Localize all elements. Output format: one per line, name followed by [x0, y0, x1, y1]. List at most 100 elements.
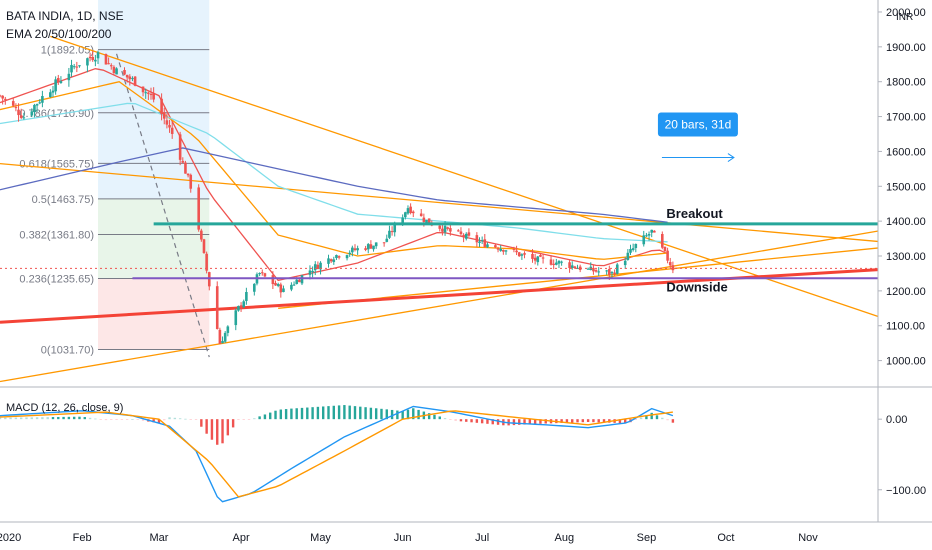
- candle-body: [539, 254, 542, 257]
- macd-histogram-bar: [512, 419, 516, 426]
- macd-histogram-bar: [560, 419, 563, 423]
- candle-body: [202, 239, 206, 253]
- candle-body: [218, 329, 222, 344]
- macd-histogram-bar: [639, 417, 643, 420]
- date-range-box[interactable]: [657, 112, 738, 137]
- candle-body: [125, 74, 129, 78]
- candle-body: [631, 248, 635, 250]
- candle-body: [443, 225, 447, 233]
- candle-body: [205, 253, 208, 271]
- candle-body: [517, 252, 521, 257]
- candle-body: [41, 96, 44, 103]
- macd-histogram-bar: [666, 419, 669, 421]
- candle-body: [51, 90, 55, 93]
- macd-histogram-bar: [671, 419, 675, 423]
- candle-body: [33, 104, 36, 113]
- candle-body: [356, 248, 359, 251]
- candle-body: [337, 256, 341, 258]
- macd-histogram-bar: [258, 416, 261, 420]
- candle-body: [608, 269, 611, 275]
- candle-body: [502, 249, 505, 252]
- candle-body: [178, 134, 182, 160]
- candle-body: [623, 260, 627, 266]
- candle-body: [67, 73, 71, 81]
- candle-body: [496, 248, 500, 250]
- x-tick-label: Feb: [73, 532, 92, 544]
- macd-histogram-bar: [51, 417, 55, 420]
- candle-body: [123, 70, 126, 75]
- candle-body: [372, 245, 375, 250]
- macd-histogram-bar: [602, 419, 606, 423]
- candle-body: [441, 228, 444, 232]
- candle-body: [629, 249, 632, 253]
- candle-body: [54, 79, 57, 92]
- candle-body: [181, 160, 185, 163]
- candle-body: [292, 284, 296, 286]
- trendline[interactable]: [0, 162, 885, 243]
- fib-trend-line: [115, 53, 210, 358]
- macd-histogram-bar: [523, 419, 526, 425]
- candle-body: [605, 270, 608, 272]
- ema-line: [0, 80, 668, 260]
- candle-body: [549, 259, 553, 265]
- candle-body: [59, 81, 63, 83]
- candle-body: [152, 93, 155, 100]
- candle-body: [56, 78, 60, 82]
- candle-body: [260, 272, 264, 274]
- candle-body: [568, 262, 571, 268]
- candle-body: [109, 65, 113, 67]
- macd-y-tick-label: 0.00: [886, 414, 907, 426]
- macd-histogram-bar: [369, 407, 373, 420]
- x-tick-label: Sep: [637, 532, 657, 544]
- candle-body: [147, 92, 150, 94]
- candle-body: [30, 111, 34, 116]
- trendline[interactable]: [0, 229, 885, 383]
- macd-histogram-bar: [247, 419, 251, 420]
- candle-body: [104, 54, 108, 65]
- candle-body: [107, 63, 110, 65]
- candle-body: [308, 270, 312, 275]
- macd-histogram-bar: [14, 417, 18, 420]
- macd-histogram-bar: [226, 419, 230, 436]
- candle-body: [663, 246, 667, 252]
- candle-body: [364, 248, 367, 250]
- macd-histogram-bar: [539, 419, 542, 424]
- macd-histogram-bar: [279, 409, 283, 420]
- macd-histogram-bar: [290, 408, 293, 420]
- candle-body: [404, 212, 407, 218]
- candle-body: [374, 242, 378, 247]
- macd-histogram-bar: [374, 408, 378, 420]
- candle-body: [311, 270, 314, 272]
- candle-body: [72, 66, 76, 68]
- candle-body: [366, 244, 370, 250]
- candle-body: [449, 228, 452, 232]
- macd-histogram-bar: [449, 419, 452, 420]
- candle-body: [49, 92, 52, 98]
- candle-body: [189, 174, 193, 189]
- candle-body: [645, 235, 648, 237]
- candle-body: [263, 273, 267, 277]
- macd-histogram-bar: [396, 410, 399, 420]
- candle-body: [626, 252, 630, 260]
- candle-body: [35, 104, 39, 106]
- candle-body: [184, 162, 187, 174]
- macd-histogram-bar: [237, 419, 240, 420]
- macd-histogram-bar: [189, 419, 192, 420]
- candle-body: [197, 187, 200, 230]
- candle-body: [329, 259, 333, 262]
- ema-legend: EMA 20/50/100/200: [6, 27, 112, 41]
- macd-histogram-bar: [459, 419, 463, 422]
- candle-body: [486, 244, 489, 248]
- trendline[interactable]: [50, 35, 886, 320]
- candle-body: [483, 239, 487, 247]
- candle-body: [393, 223, 397, 233]
- candle-body: [592, 267, 595, 272]
- macd-histogram-bar: [565, 419, 569, 423]
- macd-histogram-bar: [353, 406, 357, 420]
- macd-histogram-bar: [427, 413, 431, 420]
- macd-histogram-bar: [634, 419, 638, 420]
- macd-histogram-bar: [364, 407, 367, 420]
- candle-body: [351, 247, 354, 253]
- candle-body: [335, 255, 338, 259]
